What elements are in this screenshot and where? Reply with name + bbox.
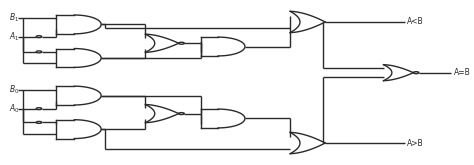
Text: A<B: A<B	[407, 17, 423, 26]
Text: $B_0$: $B_0$	[9, 84, 19, 96]
Circle shape	[36, 36, 42, 38]
Text: $A_0$: $A_0$	[9, 102, 20, 115]
Circle shape	[36, 51, 42, 53]
Circle shape	[179, 42, 184, 44]
Circle shape	[36, 108, 42, 110]
Circle shape	[36, 121, 42, 123]
Text: $B_1$: $B_1$	[9, 12, 19, 24]
Text: $A_1$: $A_1$	[9, 30, 19, 43]
Text: A>B: A>B	[407, 139, 423, 148]
Text: A=B: A=B	[454, 68, 470, 77]
Circle shape	[179, 113, 184, 115]
Circle shape	[413, 72, 419, 74]
